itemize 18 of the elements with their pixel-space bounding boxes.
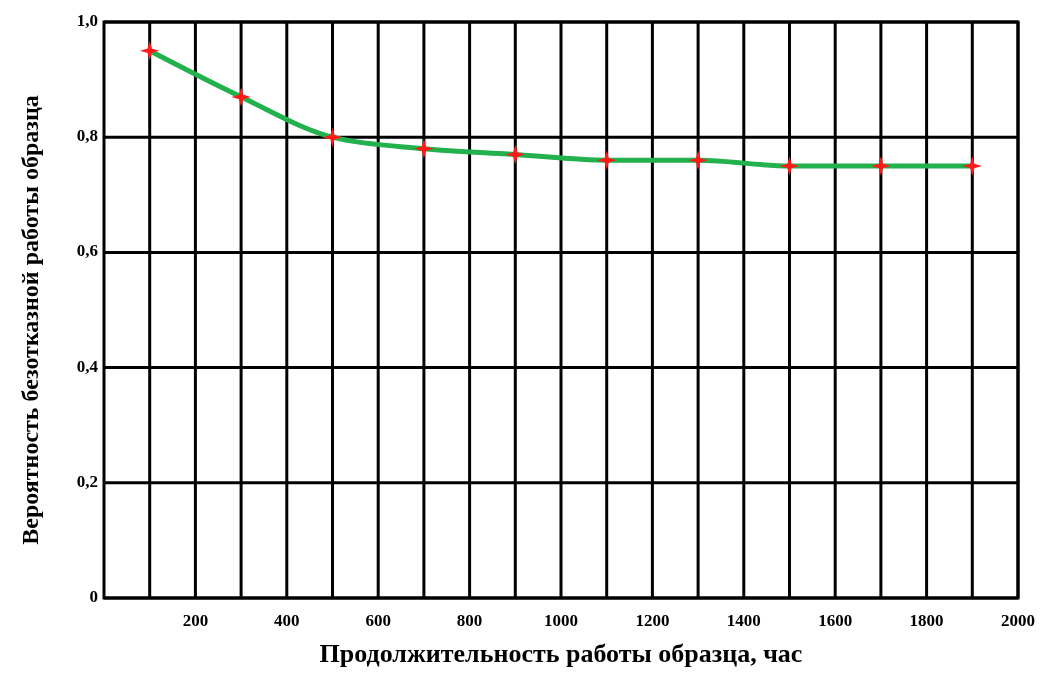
y-tick-label: 0,2 (76, 471, 98, 491)
x-tick-label: 600 (365, 611, 391, 630)
x-tick-label: 200 (182, 611, 209, 630)
x-tick-label: 2000 (1001, 611, 1035, 630)
y-tick-label: 1,0 (76, 10, 98, 30)
y-axis-title: Вероятность безотказной работы образца (17, 95, 43, 545)
y-tick-label: 0,4 (76, 356, 99, 376)
x-tick-label: 1200 (635, 611, 670, 630)
x-tick-label: 1800 (909, 611, 944, 630)
y-tick-label: 0 (89, 586, 98, 606)
x-axis-title: Продолжительность работы образца, час (319, 639, 803, 668)
y-tick-label: 0,6 (76, 241, 98, 261)
x-tick-label: 1600 (818, 611, 853, 630)
x-tick-label: 800 (456, 611, 483, 630)
x-tick-label: 1400 (726, 611, 761, 630)
x-tick-label: 1000 (544, 611, 578, 630)
y-tick-label: 0,8 (76, 126, 98, 146)
x-tick-label: 400 (274, 611, 300, 630)
